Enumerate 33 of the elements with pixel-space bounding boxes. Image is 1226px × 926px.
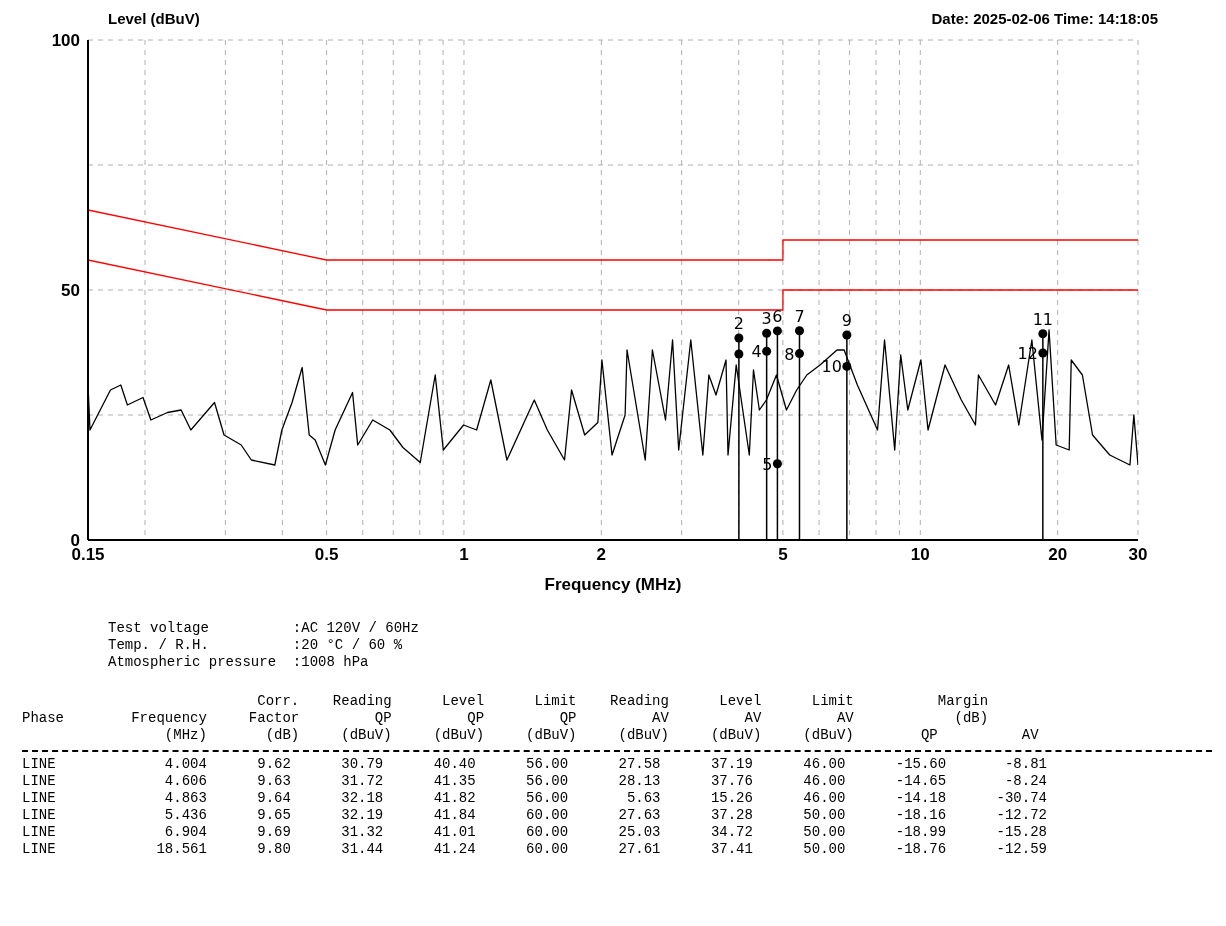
text: LINE 6.904 9.69 31.32 41.01 60.00 25.03 34.72 50.00 -18.99 -15.28: [22, 824, 1048, 841]
text: LINE 18.561 9.80 31.44 41.24 60.00 27.61 37.41 50.00 -18.76 -12.59: [22, 841, 1048, 858]
x-tick-label: 10: [910, 545, 930, 565]
x-tick-label: 30: [1128, 545, 1148, 565]
annotation: 10: [821, 357, 842, 377]
x-axis-title: Frequency (MHz): [544, 575, 682, 594]
text: LINE 4.004 9.62 30.79 40.40 56.00 27.58 37.19 46.00 -15.60 -8.81: [22, 756, 1048, 773]
annotation: 11: [1032, 309, 1054, 329]
x-tick-label: 2: [596, 545, 607, 565]
annotation: 6: [772, 306, 783, 326]
x-tick-label: 5: [778, 545, 788, 565]
x-tick-label: 1: [459, 545, 469, 565]
text: LINE 5.436 9.65 32.19 41.84 60.00 27.63 37.28 50.00 -18.16 -12.72: [22, 807, 1048, 824]
annotation: 8: [784, 344, 795, 364]
annotation: 9: [841, 310, 852, 330]
y-tick-label: 50: [61, 281, 80, 301]
text: LINE 4.606 9.63 31.72 41.35 56.00 28.13 37.76 46.00 -14.65 -8.24: [22, 773, 1048, 790]
text: Phase Frequency Factor QP QP QP AV AV AV (dB): [22, 710, 990, 727]
text: (MHz) (dB) (dBuV) (dBuV) (dBuV) (dBuV) (dBuV) (dBuV) QP AV: [163, 727, 1040, 744]
y-tick-label: 100: [51, 31, 80, 51]
chart-title: Date: 2025-02-06 Time: 14:18:05: [931, 10, 1158, 27]
text: Atmospheric pressure :1008 hPa: [108, 654, 370, 671]
text: Corr. Reading Level Limit Reading Level Limit Margin: [256, 693, 990, 710]
annotation: 2: [733, 314, 744, 333]
annotation: 3: [761, 309, 772, 329]
annotation: 7: [794, 306, 805, 326]
annotation: 4: [751, 342, 762, 362]
text: Temp. / R.H. :20 °C / 60 %: [108, 637, 404, 654]
text: Test voltage :AC 120V / 60Hz: [108, 620, 420, 637]
y-axis-title: Level (dBuV): [108, 10, 200, 27]
x-tick-label: 0.5: [314, 545, 339, 565]
text: LINE 4.863 9.64 32.18 41.82 56.00 5.63 15.26 46.00 -14.18 -30.74: [22, 790, 1048, 807]
x-tick-label: 20: [1048, 545, 1068, 565]
